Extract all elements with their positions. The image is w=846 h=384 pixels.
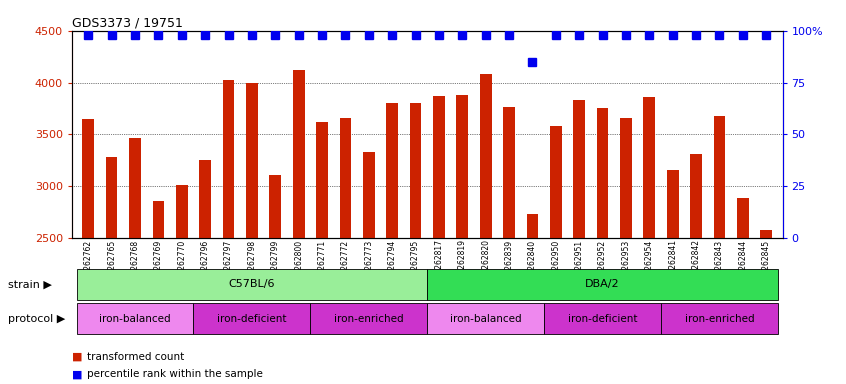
Bar — [433, 96, 445, 238]
Text: protocol ▶: protocol ▶ — [8, 314, 66, 324]
Text: iron-enriched: iron-enriched — [334, 314, 404, 324]
Bar — [427, 269, 777, 300]
Bar — [82, 119, 94, 238]
Text: iron-enriched: iron-enriched — [684, 314, 755, 324]
Bar — [106, 157, 118, 238]
Text: ■: ■ — [72, 369, 82, 379]
Bar — [713, 116, 725, 238]
Bar — [387, 103, 398, 238]
Bar — [129, 137, 141, 238]
Bar — [480, 74, 492, 238]
Text: iron-deficient: iron-deficient — [217, 314, 287, 324]
Bar — [661, 303, 777, 334]
Bar — [409, 103, 421, 238]
Text: iron-balanced: iron-balanced — [450, 314, 521, 324]
Bar — [77, 269, 427, 300]
Bar — [667, 170, 678, 238]
Bar — [200, 161, 211, 238]
Text: strain ▶: strain ▶ — [8, 279, 52, 289]
Bar — [457, 95, 468, 238]
Bar — [644, 97, 655, 238]
Text: transformed count: transformed count — [87, 352, 184, 362]
Bar — [596, 108, 608, 238]
Bar — [176, 185, 188, 238]
Text: GDS3373 / 19751: GDS3373 / 19751 — [72, 17, 183, 30]
Bar — [310, 303, 427, 334]
Bar — [550, 126, 562, 238]
Text: DBA/2: DBA/2 — [585, 279, 620, 289]
Bar — [293, 70, 305, 238]
Text: iron-balanced: iron-balanced — [99, 314, 171, 324]
Bar — [761, 230, 772, 238]
Bar — [503, 108, 515, 238]
Bar — [690, 154, 702, 238]
Text: C57BL/6: C57BL/6 — [228, 279, 275, 289]
Bar — [737, 198, 749, 238]
Bar — [269, 175, 281, 238]
Text: percentile rank within the sample: percentile rank within the sample — [87, 369, 263, 379]
Bar — [222, 81, 234, 238]
Bar — [316, 122, 328, 238]
Bar — [77, 303, 194, 334]
Bar — [339, 118, 351, 238]
Bar — [194, 303, 310, 334]
Bar — [427, 303, 544, 334]
Bar — [363, 152, 375, 238]
Bar — [152, 201, 164, 238]
Bar — [246, 83, 258, 238]
Bar — [620, 118, 632, 238]
Text: ■: ■ — [72, 352, 82, 362]
Bar — [526, 214, 538, 238]
Text: iron-deficient: iron-deficient — [568, 314, 637, 324]
Bar — [544, 303, 661, 334]
Bar — [574, 100, 585, 238]
